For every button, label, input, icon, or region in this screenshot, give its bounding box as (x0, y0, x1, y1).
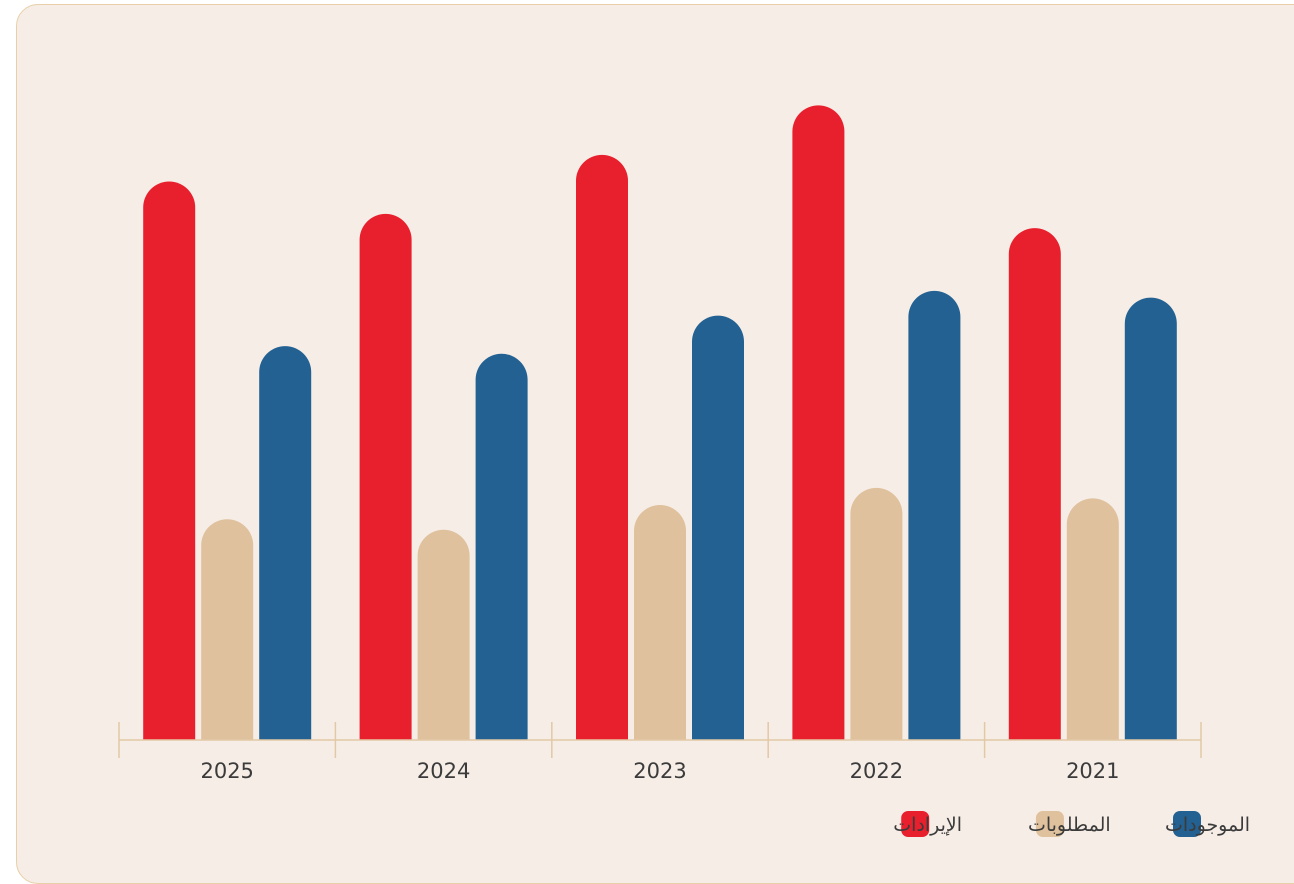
x-axis: 2025 2024 2023 2022 2021 (118, 722, 1202, 783)
bar-2022-series-1 (850, 487, 903, 740)
bar-2023-series-0 (576, 154, 628, 740)
bar-2023-series-2 (692, 315, 744, 740)
legend-swatch (901, 811, 930, 837)
x-tick-label: 2024 (417, 759, 470, 783)
bar-2025-series-0 (143, 181, 196, 740)
bars-layer (143, 105, 1177, 741)
bar-2021-series-0 (1008, 228, 1061, 740)
legend-swatch (1035, 811, 1064, 837)
x-tick-label: 2025 (200, 759, 253, 783)
legend-label: المطلوبات (1028, 814, 1111, 836)
legend-label: الموجودات (1165, 814, 1250, 836)
bar-2025-series-1 (201, 519, 254, 740)
bar-2024-series-1 (417, 529, 470, 740)
bar-2024-series-2 (475, 353, 528, 740)
bar-2021-series-2 (1124, 297, 1177, 740)
bar-2023-series-1 (634, 504, 686, 740)
legend-swatch (1173, 811, 1201, 837)
x-tick-label: 2023 (633, 759, 686, 783)
bar-2022-series-0 (792, 105, 845, 740)
x-tick-label: 2022 (850, 759, 903, 783)
bar-2021-series-1 (1066, 498, 1119, 740)
bar-2022-series-2 (908, 290, 961, 740)
legend-label: الإيرادات (893, 814, 962, 836)
bar-2025-series-2 (259, 346, 312, 740)
bar-2024-series-0 (359, 213, 412, 741)
x-tick-label: 2021 (1066, 759, 1119, 783)
legend: الموجودات المطلوبات الإيرادات (893, 811, 1250, 837)
